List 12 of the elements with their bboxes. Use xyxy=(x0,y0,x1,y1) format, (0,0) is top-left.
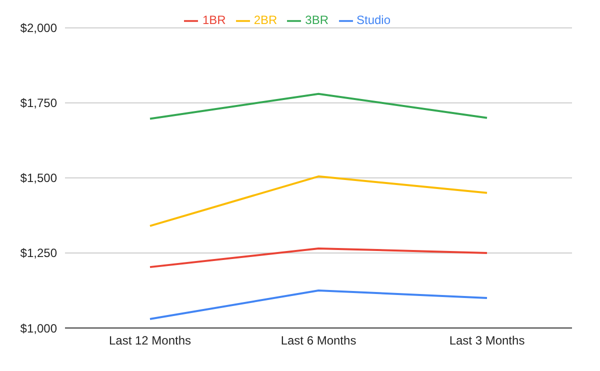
y-tick-label: $1,500 xyxy=(20,171,58,186)
x-tick-label: Last 12 Months xyxy=(108,334,192,348)
legend-label: 2BR xyxy=(254,13,278,27)
y-tick-label: $1,250 xyxy=(20,246,58,260)
legend-label: Studio xyxy=(356,13,391,27)
x-tick-label: Last 6 Months xyxy=(280,334,356,348)
x-tick-label: Last 3 Months xyxy=(449,334,525,348)
legend-label: 1BR xyxy=(202,13,226,27)
y-tick-label: $1,000 xyxy=(20,321,58,336)
y-tick-label: $2,000 xyxy=(20,21,58,36)
legend-label: 3BR xyxy=(305,13,328,27)
y-tick-label: $1,750 xyxy=(20,96,58,110)
